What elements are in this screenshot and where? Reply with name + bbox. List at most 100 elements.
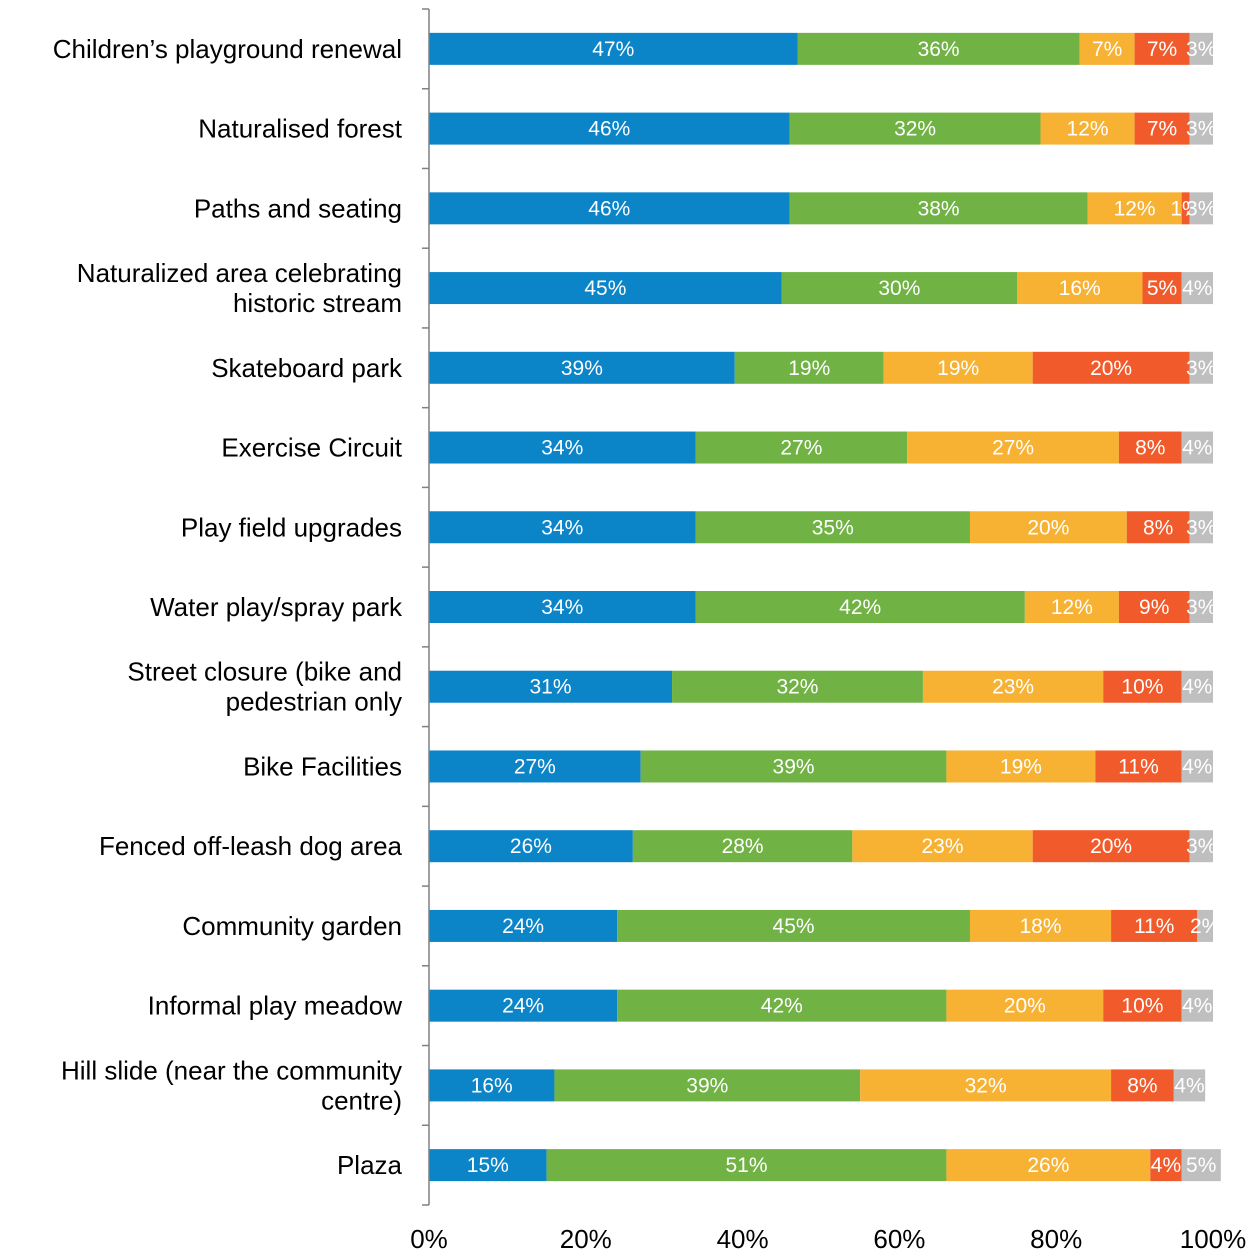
bar-segment-11-1	[617, 909, 970, 942]
category-label-line: historic stream	[233, 288, 402, 318]
bar-segment-13-4	[1173, 1069, 1206, 1102]
data-label-6-3: 8%	[1143, 516, 1173, 539]
data-label-0-0: 47%	[592, 38, 634, 61]
bar-segment-5-4	[1181, 431, 1213, 464]
bar-segment-8-3	[1103, 670, 1182, 703]
data-label-8-4: 4%	[1182, 676, 1212, 699]
data-label-9-4: 4%	[1182, 755, 1212, 778]
bar-segment-8-2	[922, 670, 1104, 703]
data-label-0-1: 36%	[918, 38, 960, 61]
bar-segment-6-1	[695, 511, 970, 544]
bar-segment-7-1	[695, 591, 1025, 623]
bar-segment-13-1	[554, 1069, 861, 1102]
data-label-1-0: 46%	[588, 118, 630, 141]
category-label-2: Paths and seating	[194, 193, 402, 223]
data-label-1-3: 7%	[1147, 118, 1177, 141]
bar-segment-12-1	[617, 989, 947, 1022]
data-label-11-1: 45%	[773, 915, 815, 938]
data-label-5-3: 8%	[1135, 437, 1165, 460]
data-label-6-1: 35%	[812, 516, 854, 539]
bar-segment-3-0	[429, 272, 782, 305]
bar-segment-3-1	[781, 272, 1017, 305]
data-label-12-3: 10%	[1121, 995, 1163, 1018]
bar-segment-4-1	[734, 351, 884, 384]
data-label-3-2: 16%	[1059, 277, 1101, 300]
bar-segment-7-2	[1024, 591, 1119, 623]
x-tick-label-0: 0%	[410, 1224, 448, 1254]
bar-segment-0-3	[1134, 32, 1190, 65]
bar-segment-10-0	[429, 830, 633, 863]
bar-segment-9-4	[1181, 750, 1213, 783]
bar-segment-13-2	[860, 1069, 1112, 1102]
data-label-14-3: 4%	[1151, 1154, 1181, 1177]
data-label-2-0: 46%	[588, 197, 630, 220]
category-label-line: centre)	[321, 1085, 402, 1115]
bar-segment-12-2	[946, 989, 1104, 1022]
bar-segment-8-4	[1181, 670, 1213, 703]
data-label-5-2: 27%	[992, 437, 1034, 460]
category-label-line: pedestrian only	[226, 687, 402, 717]
data-label-11-3: 11%	[1134, 915, 1174, 938]
data-label-14-1: 51%	[726, 1154, 768, 1177]
bar-segment-6-0	[429, 511, 696, 544]
data-label-7-1: 42%	[839, 596, 881, 619]
data-label-4-0: 39%	[561, 357, 603, 380]
bar-segment-0-0	[429, 32, 798, 65]
data-label-10-1: 28%	[722, 835, 764, 858]
category-label-13: Hill slide (near the community centre)	[61, 1055, 402, 1115]
data-label-0-3: 7%	[1147, 38, 1177, 61]
bar-segment-6-4	[1189, 511, 1213, 544]
data-label-0-4: 3%	[1186, 38, 1216, 61]
bar-segment-5-1	[695, 431, 908, 464]
bar-segment-7-4	[1189, 591, 1213, 623]
bar-segment-1-2	[1040, 112, 1135, 145]
bar-segment-9-3	[1095, 750, 1182, 783]
category-label-6: Play field upgrades	[181, 512, 402, 542]
bar-segment-7-3	[1118, 591, 1190, 623]
bar-segment-12-3	[1103, 989, 1182, 1022]
data-label-3-0: 45%	[584, 277, 626, 300]
bar-segment-1-4	[1189, 112, 1213, 145]
data-label-8-1: 32%	[776, 676, 818, 699]
bar-segment-9-0	[429, 750, 641, 783]
category-label-12: Informal play meadow	[148, 991, 403, 1021]
bar-segment-10-3	[1032, 830, 1190, 863]
data-label-8-0: 31%	[530, 676, 572, 699]
data-label-10-0: 26%	[510, 835, 552, 858]
data-label-9-3: 11%	[1118, 755, 1158, 778]
data-label-3-3: 5%	[1147, 277, 1177, 300]
bar-segment-3-4	[1181, 272, 1213, 305]
bar-segment-12-4	[1181, 989, 1213, 1022]
bar-segment-14-0	[429, 1149, 547, 1182]
bar-segment-13-3	[1111, 1069, 1174, 1102]
data-label-3-4: 4%	[1182, 277, 1212, 300]
x-tick-label-5: 100%	[1180, 1224, 1247, 1254]
data-label-14-0: 15%	[467, 1154, 509, 1177]
category-label-4: Skateboard park	[211, 353, 403, 383]
bar-segment-10-1	[632, 830, 853, 863]
data-label-1-1: 32%	[894, 118, 936, 141]
category-label-7: Water play/spray park	[150, 592, 403, 622]
data-label-9-0: 27%	[514, 755, 556, 778]
bar-segment-11-3	[1111, 909, 1198, 942]
data-label-12-0: 24%	[502, 995, 544, 1018]
x-tick-label-4: 80%	[1030, 1224, 1082, 1254]
data-label-14-4: 5%	[1186, 1154, 1216, 1177]
bar-segment-2-2	[1087, 192, 1182, 225]
bar-segment-0-1	[797, 32, 1080, 65]
data-label-12-2: 20%	[1004, 995, 1046, 1018]
bar-segment-6-3	[1126, 511, 1190, 544]
bar-segment-1-0	[429, 112, 790, 145]
data-label-14-2: 26%	[1027, 1154, 1069, 1177]
category-label-8: Street closure (bike and pedestrian only	[127, 657, 402, 717]
category-labels: Children’s playground renewal Naturalised…	[53, 34, 403, 1180]
bar-segment-3-2	[1017, 272, 1143, 305]
bar-segment-0-4	[1189, 32, 1213, 65]
bar-segment-7-0	[429, 591, 696, 623]
data-label-1-2: 12%	[1067, 118, 1109, 141]
data-label-4-1: 19%	[788, 357, 830, 380]
data-label-9-1: 39%	[773, 755, 815, 778]
category-label-14: Plaza	[337, 1150, 403, 1180]
data-label-6-0: 34%	[541, 516, 583, 539]
